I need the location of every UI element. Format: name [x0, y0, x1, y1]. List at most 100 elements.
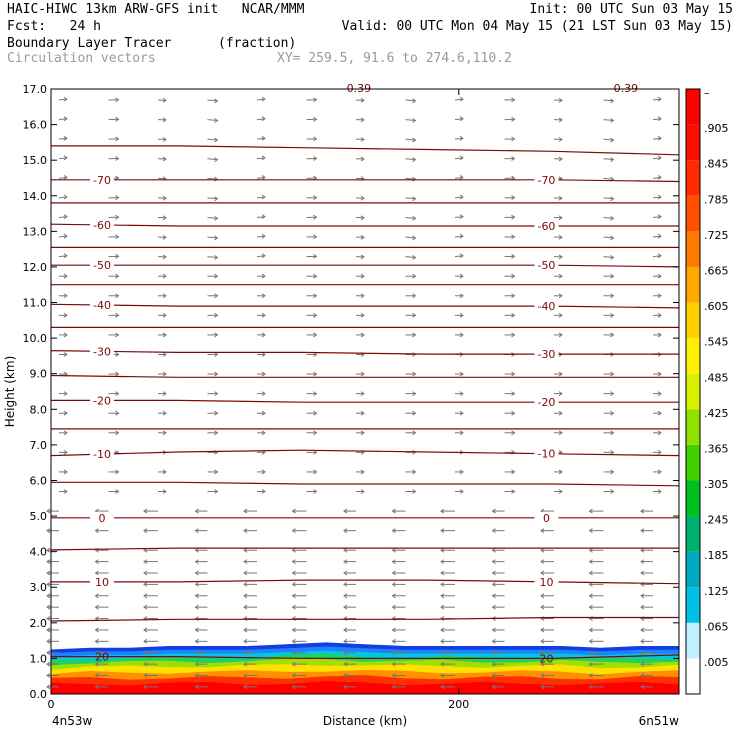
vector-arrowhead	[63, 332, 68, 338]
vector-arrowhead	[261, 273, 266, 279]
vector-arrowhead	[343, 661, 348, 667]
temperature-contour	[50, 223, 679, 227]
vector-arrowhead	[511, 136, 516, 142]
vector-arrowhead	[360, 332, 365, 338]
vector-arrowhead	[657, 194, 662, 200]
y-tick-label: 3.0	[30, 581, 48, 594]
vector-arrowhead	[194, 593, 199, 599]
vector-arrowhead	[291, 673, 296, 678]
vector-arrowhead	[162, 312, 167, 318]
vector-arrowhead	[657, 116, 662, 122]
forecast-hour: Fcst: 24 h	[7, 19, 101, 34]
vector-arrowhead	[291, 638, 296, 644]
vector-arrowhead	[440, 673, 445, 678]
vector-arrowhead	[46, 604, 51, 610]
vector-arrowhead	[46, 684, 51, 690]
field-name: Boundary Layer Tracer	[7, 36, 172, 51]
circulation-vector	[603, 236, 614, 239]
vector-arrowhead	[588, 673, 593, 678]
contour-label: 0	[98, 512, 105, 525]
vector-arrowhead	[63, 391, 68, 397]
circulation-vector	[256, 137, 266, 140]
vector-arrowhead	[115, 253, 120, 259]
vector-arrowhead	[261, 233, 266, 239]
vector-arrowhead	[162, 254, 167, 260]
vector-arrowhead	[657, 430, 662, 436]
circulation-vector	[603, 256, 614, 259]
vector-arrowhead	[511, 234, 516, 240]
circulation-vector	[454, 255, 464, 258]
vector-arrowhead	[412, 312, 417, 318]
vector-arrowhead	[540, 661, 545, 667]
y-tick-label: 4.0	[30, 546, 48, 559]
vector-arrowhead	[313, 293, 318, 299]
vector-arrowhead	[63, 253, 68, 259]
vector-arrowhead	[162, 195, 167, 201]
vector-arrowhead	[115, 410, 120, 416]
vector-arrowhead	[610, 137, 615, 143]
vector-arrowhead	[243, 581, 248, 587]
y-tick-label: 9.0	[30, 368, 48, 381]
temperature-contour	[51, 264, 680, 268]
colorbar-label: .725	[704, 229, 729, 242]
vector-arrowhead	[343, 593, 348, 599]
contour-label: -60	[93, 219, 111, 232]
contour-label-bg	[89, 575, 114, 588]
vector-arrowhead	[46, 593, 51, 599]
vector-arrowhead	[511, 430, 516, 436]
vector-arrowhead	[360, 156, 365, 162]
vector-arrowhead	[261, 135, 266, 141]
vector-arrowhead	[459, 430, 464, 436]
vector-arrowhead	[558, 137, 563, 142]
vector-arrowhead	[143, 627, 148, 633]
vector-arrowhead	[491, 570, 496, 576]
vector-arrowhead	[261, 214, 266, 219]
vector-arrowhead	[63, 233, 68, 239]
vector-arrowhead	[558, 430, 563, 436]
colorbar-swatch	[686, 160, 700, 196]
vector-arrowhead	[261, 116, 266, 122]
x-axis-label: Distance (km)	[323, 714, 407, 728]
vector-arrowhead	[610, 157, 615, 163]
temperature-contour	[51, 654, 680, 659]
vector-arrowhead	[115, 430, 120, 436]
vector-arrowhead	[558, 215, 563, 221]
temperature-contour	[51, 481, 680, 487]
vector-arrowhead	[459, 155, 464, 161]
vector-arrowhead	[640, 650, 645, 656]
circulation-vector	[207, 236, 218, 239]
vector-arrowhead	[412, 469, 417, 475]
y-tick-label: 0.0	[30, 688, 48, 701]
vector-arrowhead	[46, 627, 51, 633]
vector-arrowhead	[657, 371, 662, 377]
contour-label: 20	[539, 652, 553, 665]
vector-arrowhead	[459, 332, 464, 338]
vector-arrowhead	[261, 469, 266, 475]
vector-arrowhead	[115, 214, 120, 220]
y-tick-label: 13.0	[23, 225, 48, 238]
vector-arrowhead	[440, 638, 445, 644]
contour-label: -40	[93, 299, 111, 312]
y-tick-label: 7.0	[30, 439, 48, 452]
colorbar-label: .005	[704, 656, 729, 669]
contour-label-bg	[89, 394, 114, 407]
circulation-vector	[256, 196, 266, 199]
vector-arrowhead	[440, 508, 445, 514]
vector-arrowhead	[115, 312, 120, 318]
vector-arrowhead	[115, 469, 120, 475]
vector-arrowhead	[391, 684, 396, 690]
circulation-vector	[652, 196, 662, 199]
vector-arrowhead	[657, 155, 662, 161]
vector-arrowhead	[511, 371, 516, 377]
vector-arrowhead	[63, 273, 68, 279]
vector-arrowhead	[291, 661, 296, 667]
contour-label-bg	[89, 448, 114, 461]
vector-arrowhead	[115, 293, 120, 299]
contour-label-bg	[89, 345, 114, 358]
vector-arrowhead	[459, 469, 464, 475]
vector-arrowhead	[657, 410, 662, 416]
vector-arrowhead	[540, 593, 545, 599]
vector-arrowhead	[610, 391, 615, 397]
vector-arrowhead	[162, 215, 167, 221]
vector-arrowhead	[459, 116, 464, 122]
